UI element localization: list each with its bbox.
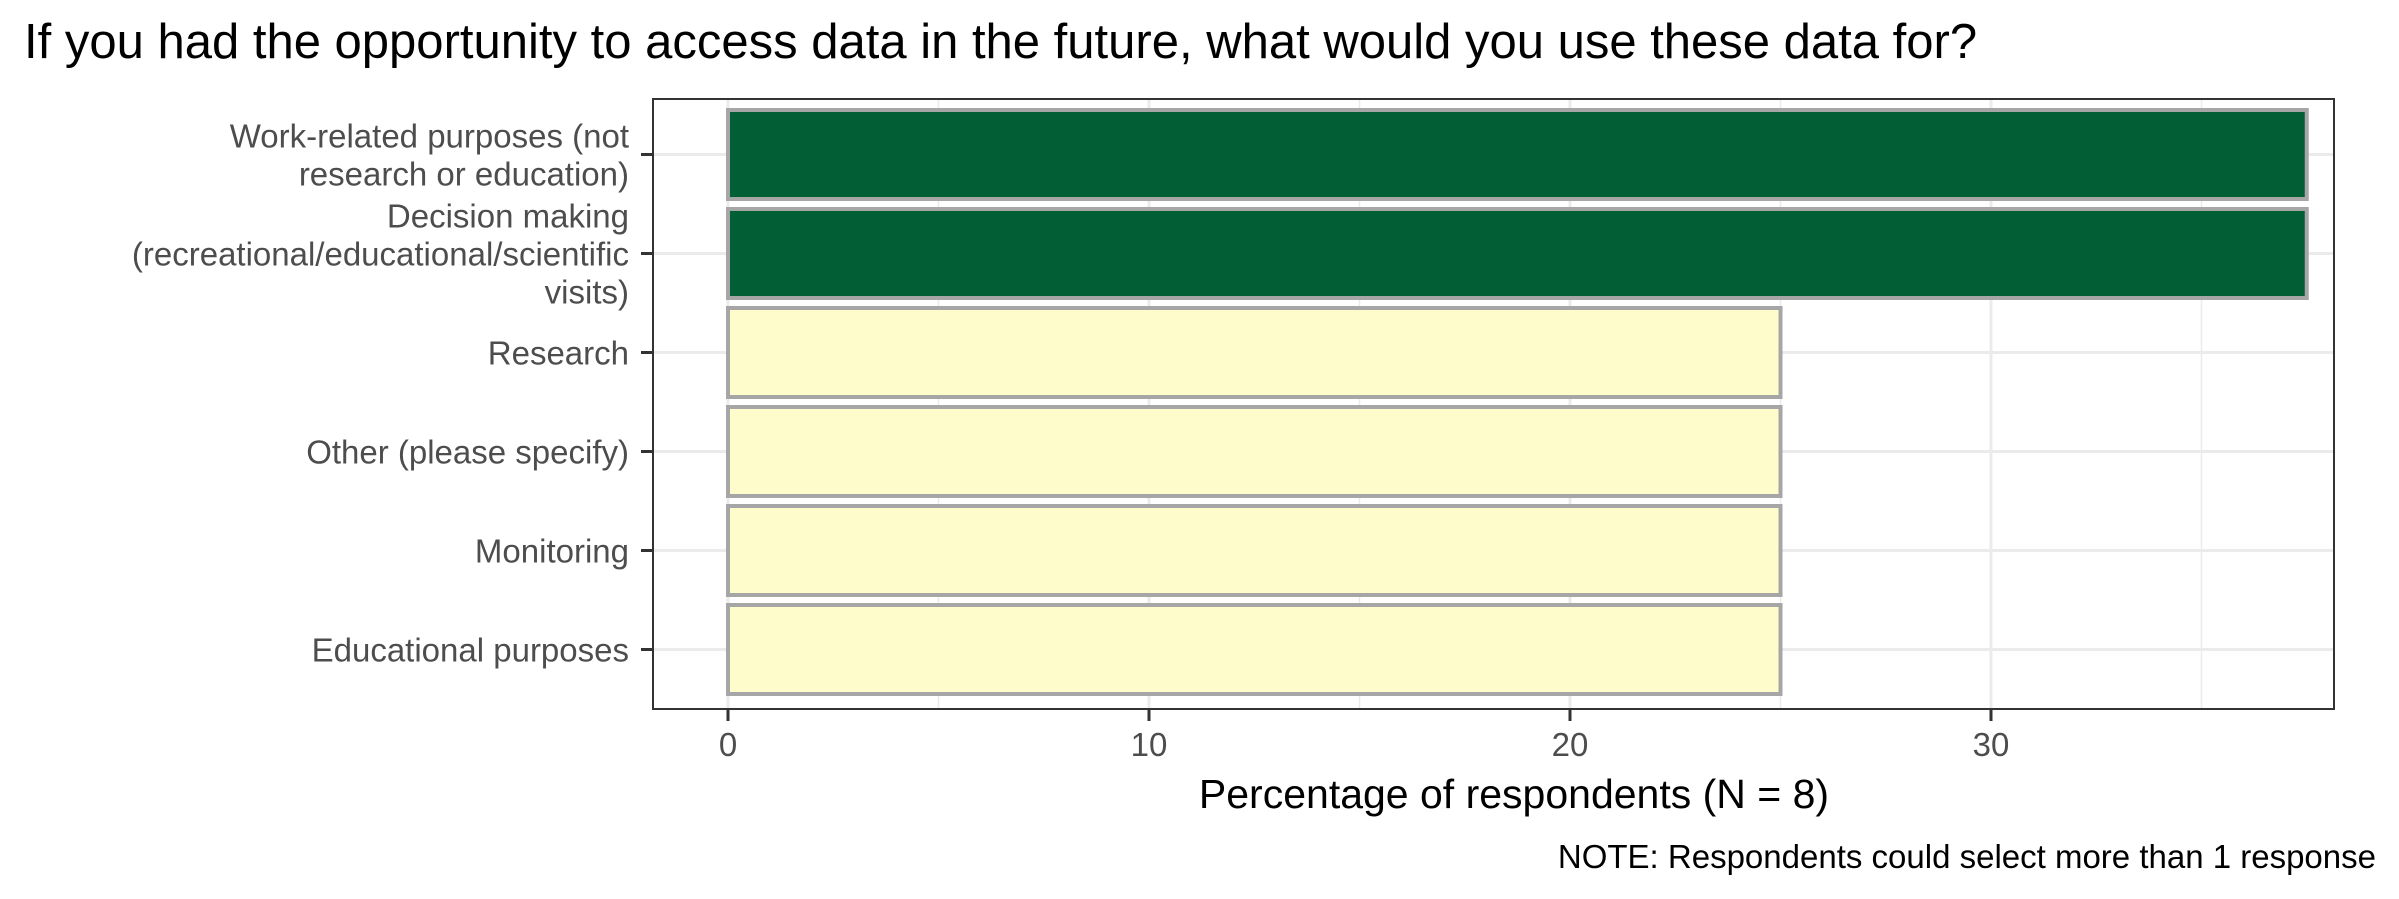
category-label-line: (recreational/educational/scientific: [132, 236, 629, 273]
category-label: Research: [488, 335, 629, 372]
category-label-line: Monitoring: [475, 533, 629, 570]
category-label-line: Work-related purposes (not: [230, 118, 629, 155]
category-label: Other (please specify): [306, 434, 629, 471]
bar: [726, 504, 1783, 597]
bar: [726, 108, 2309, 201]
bar: [726, 405, 1783, 498]
x-tick-label: 0: [719, 726, 737, 763]
footnote: NOTE: Respondents could select more than…: [1558, 838, 2376, 875]
category-label-line: Other (please specify): [306, 434, 629, 471]
chart-title: If you had the opportunity to access dat…: [24, 15, 1977, 69]
panel-border: [652, 98, 2335, 710]
x-tick-label: 10: [1131, 726, 1168, 763]
bar: [726, 306, 1783, 399]
bar: [726, 603, 1783, 696]
category-label-line: visits): [545, 274, 629, 311]
category-label-line: Decision making: [387, 198, 629, 235]
x-tick-labels: 0 10 20 30: [719, 709, 2010, 763]
bar-layer: [726, 108, 2309, 696]
bar: [726, 207, 2309, 300]
x-tick-label: 30: [1973, 726, 2010, 763]
x-axis-title: Percentage of respondents (N = 8): [1199, 771, 1829, 817]
category-label-line: Research: [488, 335, 629, 372]
category-label-line: research or education): [299, 156, 629, 193]
x-tick-label: 20: [1552, 726, 1589, 763]
category-label-line: Educational purposes: [312, 632, 629, 669]
category-labels: Work-related purposes (not research or ed…: [132, 118, 653, 669]
category-label: Work-related purposes (not research or ed…: [230, 118, 629, 193]
category-label: Decision making (recreational/educational…: [132, 198, 629, 311]
category-label: Educational purposes: [312, 632, 629, 669]
category-label: Monitoring: [475, 533, 629, 570]
